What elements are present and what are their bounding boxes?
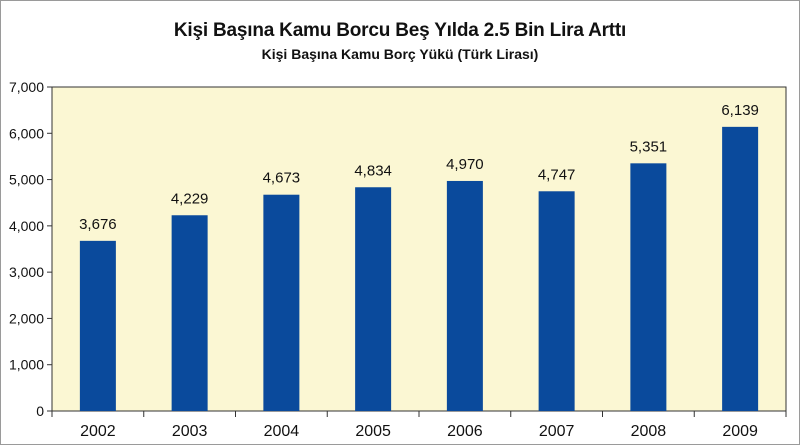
data-label: 4,970: [446, 156, 484, 173]
chart-subtitle: Kişi Başına Kamu Borç Yükü (Türk Lirası): [261, 46, 539, 62]
data-label: 5,351: [630, 138, 668, 155]
x-tick-label: 2007: [539, 423, 575, 440]
y-tick-label: 6,000: [9, 125, 44, 141]
chart-title: Kişi Başına Kamu Borcu Beş Yılda 2.5 Bin…: [173, 20, 627, 41]
data-label: 4,834: [354, 162, 392, 179]
y-tick-label: 5,000: [9, 172, 44, 188]
bar: [355, 187, 392, 411]
x-tick-label: 2004: [264, 423, 300, 440]
data-label: 4,673: [263, 170, 301, 187]
x-tick-label: 2003: [172, 423, 208, 440]
x-tick-label: 2009: [722, 423, 758, 440]
bar: [263, 194, 300, 411]
x-tick-label: 2006: [447, 423, 483, 440]
data-label: 3,676: [79, 216, 117, 233]
y-tick-label: 4,000: [9, 218, 44, 234]
y-tick-label: 3,000: [9, 264, 44, 280]
bar: [538, 191, 575, 411]
plot-area: [51, 86, 787, 412]
data-label: 6,139: [721, 102, 759, 119]
bar: [171, 215, 208, 411]
y-tick-label: 7,000: [9, 79, 44, 95]
data-label: 4,229: [171, 190, 209, 207]
x-tick-label: 2008: [631, 423, 667, 440]
y-tick-label: 1,000: [9, 357, 44, 373]
bar: [722, 126, 759, 412]
x-tick-label: 2005: [355, 423, 391, 440]
bar: [630, 163, 667, 411]
y-tick-label: 2,000: [9, 310, 44, 326]
bar: [446, 180, 483, 411]
data-label: 4,747: [538, 166, 576, 183]
y-tick-label: 0: [36, 403, 44, 419]
x-tick-label: 2002: [80, 423, 116, 440]
bar: [79, 240, 116, 411]
